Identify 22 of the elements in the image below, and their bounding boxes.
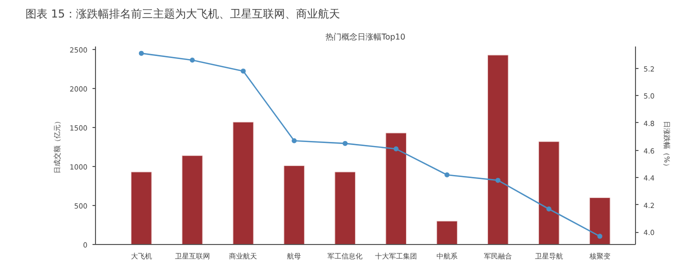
point (546, 206, 552, 212)
bar (488, 54, 508, 244)
bar (182, 155, 203, 244)
point (444, 172, 450, 178)
bar (436, 220, 458, 244)
bar (284, 166, 305, 244)
point (138, 50, 144, 56)
chart-title: 图表 15：涨跌幅排名前三主题为大飞机、卫星互联网、商业航天 (26, 8, 340, 20)
bar (538, 141, 560, 244)
point (342, 140, 348, 146)
bar (334, 172, 356, 244)
bar (232, 122, 254, 244)
point (394, 146, 399, 152)
point (292, 138, 297, 144)
bar (130, 172, 152, 244)
point (190, 58, 195, 63)
chart-subtitle: 热门概念日涨幅Top10 (326, 32, 406, 42)
point (597, 234, 602, 239)
point (240, 68, 246, 74)
point (495, 178, 500, 183)
bar (386, 132, 407, 244)
bar (589, 197, 610, 244)
